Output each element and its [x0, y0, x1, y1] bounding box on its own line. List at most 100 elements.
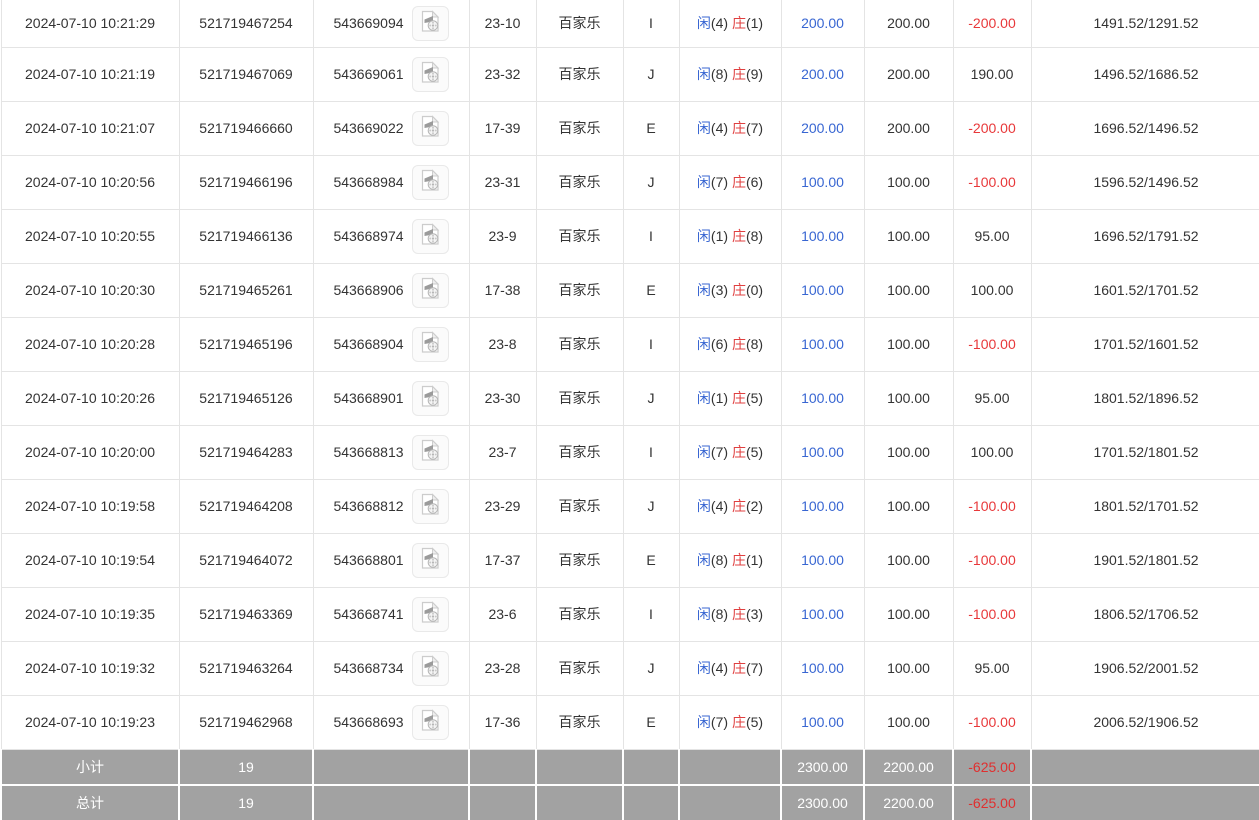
order-number: 521719466136 — [178, 208, 314, 264]
total-valid-amount: 2200.00 — [863, 784, 954, 820]
video-file-icon — [420, 61, 441, 87]
bet-time: 2024-07-10 10:21:19 — [0, 46, 180, 102]
video-replay-button[interactable] — [411, 704, 449, 740]
bet-amount[interactable]: 100.00 — [780, 316, 865, 372]
balance: 1901.52/1801.52 — [1030, 532, 1259, 588]
bet-time: 2024-07-10 10:19:32 — [0, 640, 180, 696]
win-loss: 100.00 — [952, 262, 1032, 318]
total-row: 总计 19 2300.00 2200.00 -625.00 — [0, 784, 1259, 820]
round-letter: E — [622, 100, 680, 156]
subtotal-row: 小计 19 2300.00 2200.00 -625.00 — [0, 748, 1259, 786]
video-replay-button[interactable] — [411, 488, 449, 524]
banker-points: (1) — [745, 552, 764, 568]
bet-time: 2024-07-10 10:20:55 — [0, 208, 180, 264]
balance: 1701.52/1801.52 — [1030, 424, 1259, 480]
bet-amount[interactable]: 100.00 — [780, 478, 865, 534]
bet-time: 2024-07-10 10:20:26 — [0, 370, 180, 426]
bet-amount[interactable]: 100.00 — [780, 370, 865, 426]
banker-label: 庄 — [731, 390, 746, 406]
game-number: 543668901 — [333, 390, 404, 406]
banker-points: (5) — [745, 444, 764, 460]
bet-amount[interactable]: 100.00 — [780, 424, 865, 480]
bet-amount[interactable]: 100.00 — [780, 586, 865, 642]
game-number: 543668904 — [333, 336, 404, 352]
game-type: 百家乐 — [535, 46, 624, 102]
table-shoe: 23-28 — [468, 640, 537, 696]
balance: 1801.52/1701.52 — [1030, 478, 1259, 534]
win-loss: -100.00 — [952, 586, 1032, 642]
video-replay-button[interactable] — [411, 5, 449, 41]
game-type: 百家乐 — [535, 100, 624, 156]
video-file-icon — [420, 385, 441, 411]
game-number: 543668812 — [333, 498, 404, 514]
bet-amount[interactable]: 200.00 — [780, 100, 865, 156]
bet-amount[interactable]: 100.00 — [780, 154, 865, 210]
empty-cell — [535, 784, 624, 820]
game-number: 543669061 — [333, 66, 404, 82]
balance: 1701.52/1601.52 — [1030, 316, 1259, 372]
video-replay-button[interactable] — [411, 164, 449, 200]
bet-time: 2024-07-10 10:19:54 — [0, 532, 180, 588]
bet-amount[interactable]: 100.00 — [780, 262, 865, 318]
valid-amount: 200.00 — [863, 100, 954, 156]
game-number-cell: 543668741 — [312, 586, 470, 642]
video-replay-button[interactable] — [411, 596, 449, 632]
game-number-cell: 543668812 — [312, 478, 470, 534]
table-shoe: 17-38 — [468, 262, 537, 318]
bet-amount[interactable]: 100.00 — [780, 208, 865, 264]
video-replay-button[interactable] — [411, 56, 449, 92]
game-number-cell: 543669094 — [312, 0, 470, 48]
table-shoe: 23-7 — [468, 424, 537, 480]
game-type: 百家乐 — [535, 586, 624, 642]
video-replay-button[interactable] — [411, 326, 449, 362]
player-points: (7) — [710, 714, 729, 730]
record-row: 2024-07-10 10:19:32 521719463264 5436687… — [0, 640, 1259, 696]
win-loss: -200.00 — [952, 100, 1032, 156]
game-number: 543668734 — [333, 660, 404, 676]
valid-amount: 100.00 — [863, 316, 954, 372]
bet-amount[interactable]: 200.00 — [780, 0, 865, 48]
game-number: 543668984 — [333, 174, 404, 190]
banker-label: 庄 — [731, 552, 746, 568]
valid-amount: 100.00 — [863, 532, 954, 588]
game-number: 543668801 — [333, 552, 404, 568]
record-row: 2024-07-10 10:19:58 521719464208 5436688… — [0, 478, 1259, 534]
banker-label: 庄 — [731, 282, 746, 298]
game-number: 543668741 — [333, 606, 404, 622]
game-result: 闲(8) 庄(3) — [678, 586, 782, 642]
video-replay-button[interactable] — [411, 272, 449, 308]
table-shoe: 23-6 — [468, 586, 537, 642]
banker-label: 庄 — [731, 336, 746, 352]
player-points: (7) — [710, 174, 729, 190]
video-file-icon — [420, 655, 441, 681]
banker-label: 庄 — [731, 66, 746, 82]
bet-time: 2024-07-10 10:19:23 — [0, 694, 180, 750]
order-number: 521719465196 — [178, 316, 314, 372]
banker-points: (5) — [745, 390, 764, 406]
total-count: 19 — [178, 784, 314, 820]
game-number: 543668693 — [333, 714, 404, 730]
game-result: 闲(1) 庄(5) — [678, 370, 782, 426]
video-replay-button[interactable] — [411, 542, 449, 578]
bet-amount[interactable]: 100.00 — [780, 532, 865, 588]
bet-amount[interactable]: 100.00 — [780, 694, 865, 750]
bet-amount[interactable]: 200.00 — [780, 46, 865, 102]
round-letter: I — [622, 0, 680, 48]
bet-amount[interactable]: 100.00 — [780, 640, 865, 696]
record-row: 2024-07-10 10:20:26 521719465126 5436689… — [0, 370, 1259, 426]
video-replay-button[interactable] — [411, 110, 449, 146]
record-row: 2024-07-10 10:21:07 521719466660 5436690… — [0, 100, 1259, 156]
order-number: 521719467254 — [178, 0, 314, 48]
game-number-cell: 543668984 — [312, 154, 470, 210]
video-replay-button[interactable] — [411, 434, 449, 470]
video-replay-button[interactable] — [411, 218, 449, 254]
banker-points: (0) — [745, 282, 764, 298]
order-number: 521719465261 — [178, 262, 314, 318]
game-type: 百家乐 — [535, 478, 624, 534]
total-win-loss: -625.00 — [952, 784, 1032, 820]
video-replay-button[interactable] — [411, 650, 449, 686]
banker-points: (2) — [745, 498, 764, 514]
round-letter: I — [622, 208, 680, 264]
game-number-cell: 543669022 — [312, 100, 470, 156]
video-replay-button[interactable] — [411, 380, 449, 416]
